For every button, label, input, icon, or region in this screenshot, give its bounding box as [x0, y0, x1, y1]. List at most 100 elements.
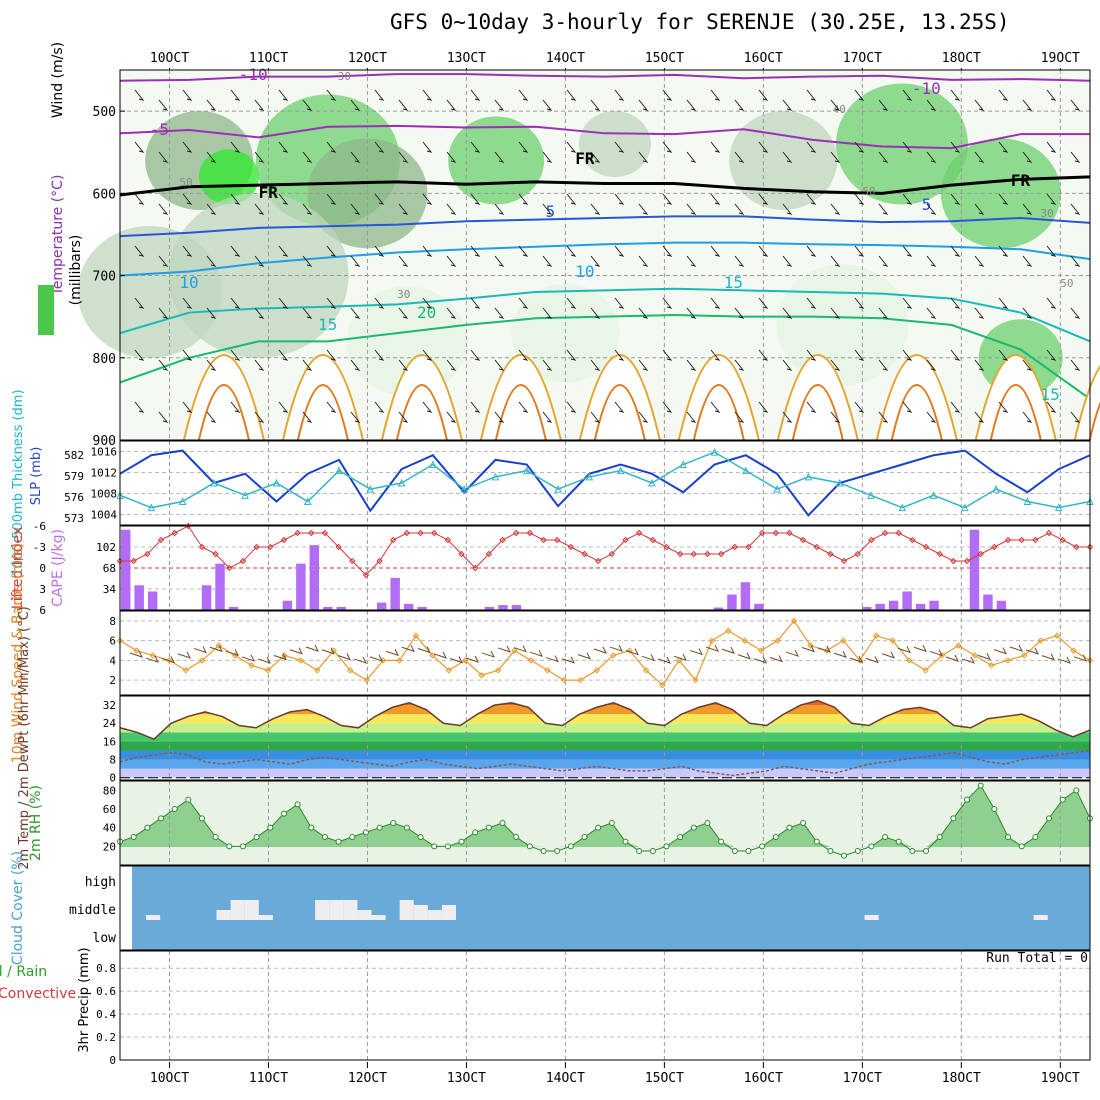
- cloud-middle-bar: [427, 910, 442, 920]
- li-marker: [991, 543, 998, 551]
- wind-barb: [494, 99, 505, 111]
- thickness-marker: [929, 491, 938, 499]
- wind-barb: [542, 307, 553, 319]
- contour-label: 5: [546, 202, 556, 221]
- li-marker: [895, 529, 902, 537]
- wind-barb: [542, 359, 553, 371]
- warm-lobe-inner: [197, 384, 250, 441]
- wind-barb: [158, 359, 169, 371]
- temp-band: [120, 732, 1090, 742]
- wind-barb: [662, 349, 673, 361]
- rh-shade: [448, 116, 545, 205]
- li-marker: [308, 529, 315, 537]
- cape-bar: [727, 594, 737, 610]
- wind-barb: [398, 203, 409, 215]
- wind-barb: [398, 359, 409, 371]
- wind-barb: [302, 307, 313, 319]
- wind-barb: [854, 245, 865, 257]
- wind-barb: [1046, 141, 1057, 153]
- wind-tick-label: 6: [109, 635, 116, 648]
- li-marker: [717, 550, 725, 558]
- isotherm-line: [119, 314, 1091, 400]
- wind-barb: [470, 349, 481, 361]
- wind10-barb: [753, 656, 767, 664]
- rh-shade: [578, 111, 651, 177]
- contour-label: 50: [179, 176, 192, 189]
- cloud-middle-bar: [216, 910, 231, 920]
- thickness-marker: [491, 472, 500, 481]
- wind-barb: [542, 255, 553, 267]
- li-marker: [130, 557, 137, 565]
- wind-barb: [806, 349, 817, 361]
- wind-speed-marker: [1086, 657, 1094, 664]
- wind-barb: [878, 99, 889, 111]
- rh2m-marker: [403, 824, 410, 831]
- wind-barb: [950, 89, 961, 101]
- wind10-barb: [593, 646, 607, 654]
- rh2m-area: [120, 785, 1090, 847]
- wind10-barb: [625, 648, 639, 656]
- thickness-tick-label: 579: [64, 470, 84, 483]
- wind-speed-marker: [379, 657, 387, 664]
- wind-barb: [350, 203, 361, 215]
- wind10-barb: [417, 646, 431, 654]
- rh2m-marker: [841, 852, 848, 859]
- wind-barb: [134, 141, 145, 153]
- isotherm-line: [119, 73, 1091, 82]
- wind-barb: [446, 99, 457, 111]
- warm-lobe-inner: [494, 384, 547, 441]
- precip-frame: [119, 950, 1091, 1061]
- rh2m-marker: [759, 843, 766, 850]
- rh2m-marker: [882, 834, 889, 840]
- wind-barb: [518, 297, 529, 309]
- wind-barb: [446, 151, 457, 163]
- rh2m-tick-label: 60: [103, 803, 116, 816]
- wind-barb: [758, 89, 769, 101]
- temp-band: [120, 750, 1090, 760]
- ylabel-rh2m: 2m RH (%): [28, 785, 44, 861]
- rh2m-marker: [636, 848, 643, 854]
- wind-speed-marker: [955, 642, 962, 649]
- precip-tick-label: 0.6: [96, 985, 116, 998]
- rh2m-marker: [171, 806, 178, 812]
- temp-band: [120, 768, 1090, 778]
- wind-barb: [158, 411, 169, 423]
- wind-barb: [974, 307, 985, 319]
- precip-tick-label: 0: [109, 1054, 116, 1067]
- cape-bar: [201, 585, 212, 610]
- contour-label: 10: [575, 262, 594, 281]
- wind-speed-marker: [741, 637, 748, 644]
- wind-speed-marker: [922, 667, 929, 674]
- temp-tick-label: 8: [109, 754, 116, 767]
- wind-barb: [254, 99, 265, 111]
- wind-speed-marker: [840, 637, 847, 644]
- wind-barb: [494, 255, 505, 267]
- li-tick-label: -3: [33, 541, 46, 554]
- wind-barb: [422, 193, 433, 205]
- wind-tick-label: 2: [109, 674, 116, 687]
- wind-speed-marker: [511, 647, 518, 654]
- rh2m-marker: [308, 824, 315, 831]
- wind-barb: [710, 89, 721, 101]
- li-marker: [567, 543, 575, 551]
- wind-barb: [902, 193, 913, 205]
- li-marker: [676, 550, 684, 558]
- wind-barb: [470, 193, 481, 205]
- wind-barb: [806, 297, 817, 309]
- wind-barb: [950, 193, 961, 205]
- wind-speed-marker: [116, 637, 124, 644]
- wind-barb: [950, 297, 961, 309]
- wind-barb: [758, 245, 769, 257]
- cloud-middle-bar: [441, 905, 457, 920]
- wind10-barb: [657, 656, 671, 664]
- wind-barb: [782, 359, 793, 371]
- temp-line: [119, 699, 1091, 741]
- wind10-barb: [929, 649, 943, 657]
- li-marker: [1086, 543, 1094, 551]
- wind-barb: [614, 401, 625, 413]
- rh2m-marker: [321, 834, 328, 840]
- wind-barb: [182, 401, 193, 413]
- rh2m-marker: [745, 848, 752, 854]
- wind-barb: [806, 401, 817, 413]
- wind10-barb: [673, 653, 687, 662]
